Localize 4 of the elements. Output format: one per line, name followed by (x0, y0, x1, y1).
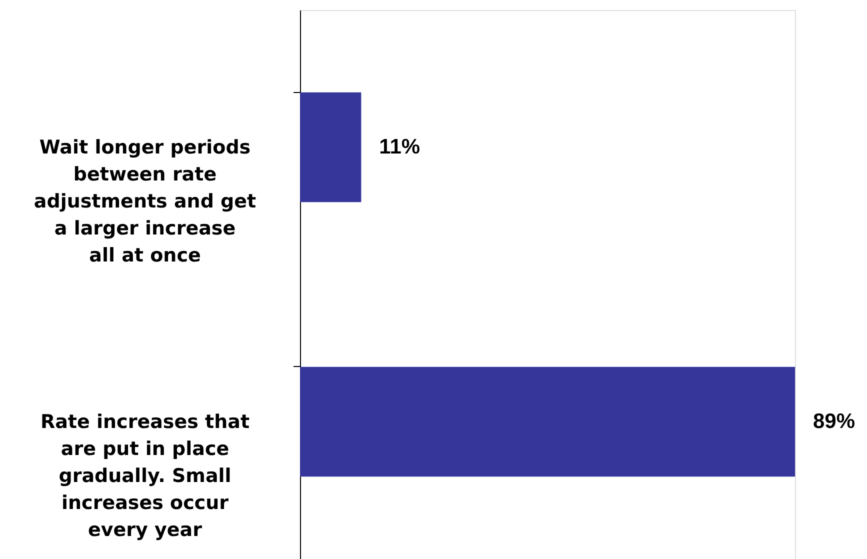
data-label: 89% (813, 410, 856, 433)
data-label: 11% (379, 135, 420, 158)
y-tick-label: Wait longer periods between rate adjustments and get a larger increase all at once (34, 136, 256, 266)
y-tick-label: Rate increases that are put in place gradually. Small increases occur every year (40, 410, 250, 541)
